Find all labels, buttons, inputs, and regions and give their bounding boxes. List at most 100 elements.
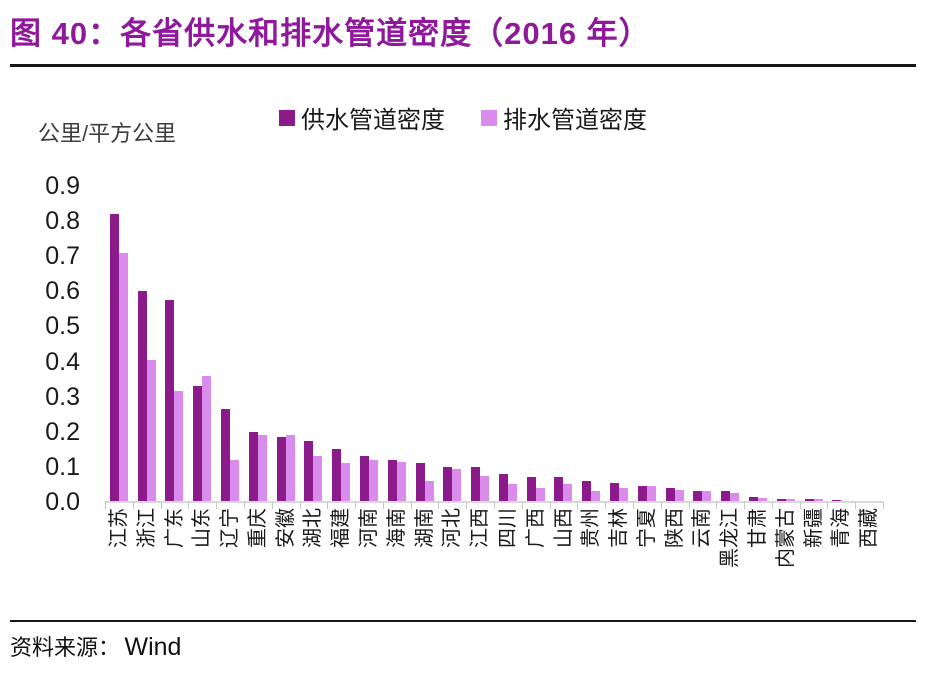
bar-河南	[359, 456, 369, 502]
bar-江苏	[118, 252, 128, 502]
bar-山东	[193, 386, 203, 502]
x-axis-label-海南: 海南	[385, 508, 408, 548]
x-tick-mark	[299, 502, 301, 509]
chart-legend: 供水管道密度 排水管道密度	[0, 100, 926, 135]
x-tick-mark	[660, 502, 662, 509]
x-tick-mark	[771, 502, 773, 509]
bar-河南	[368, 459, 378, 502]
y-tick-label: 0.5	[45, 312, 80, 341]
y-tick-label: 0.9	[45, 172, 80, 200]
y-axis-unit-label: 公里/平方公里	[38, 121, 177, 146]
x-tick-mark	[410, 502, 412, 509]
x-axis-label-内蒙古: 内蒙古	[774, 508, 797, 568]
x-axis-label-湖南: 湖南	[413, 508, 436, 548]
bar-江西	[480, 475, 490, 502]
legend-item: 供水管道密度	[279, 100, 445, 135]
bar-四川	[498, 473, 508, 502]
y-tick-label: 0.3	[45, 382, 80, 411]
bar-广东	[174, 391, 184, 502]
x-axis-label-黑龙江: 黑龙江	[719, 508, 742, 568]
x-axis-label-新疆: 新疆	[802, 508, 825, 548]
x-axis-label-广东: 广东	[163, 508, 186, 548]
x-axis-label-山东: 山东	[191, 508, 214, 548]
x-tick-mark	[466, 502, 468, 509]
x-axis-label-贵州: 贵州	[580, 508, 603, 548]
y-tick-label: 0.7	[45, 242, 80, 271]
bar-浙江	[146, 359, 156, 502]
y-tick-label: 0.6	[45, 277, 80, 306]
bar-黑龙江	[730, 493, 740, 502]
bar-新疆	[813, 499, 823, 502]
x-tick-mark	[243, 502, 245, 509]
bar-新疆	[804, 498, 814, 502]
x-tick-mark	[855, 502, 857, 509]
y-tick-label: 0.1	[45, 452, 80, 481]
bar-贵州	[582, 480, 592, 502]
x-tick-mark	[549, 502, 551, 509]
x-axis-label-浙江: 浙江	[135, 508, 158, 548]
footer-divider	[10, 620, 916, 622]
x-tick-mark	[188, 502, 190, 509]
bar-山西	[563, 484, 573, 502]
bar-河北	[443, 466, 453, 502]
plot-area	[105, 186, 883, 502]
title-divider	[10, 64, 916, 67]
x-axis-label-吉林: 吉林	[608, 508, 630, 548]
x-axis-label-宁夏: 宁夏	[635, 508, 658, 548]
x-tick-mark	[355, 502, 357, 509]
y-tick-label: 0.0	[45, 488, 80, 516]
bar-黑龙江	[721, 491, 731, 502]
x-axis-label-安徽: 安徽	[274, 508, 297, 548]
bar-海南	[387, 459, 397, 502]
x-tick-mark	[716, 502, 718, 509]
bar-宁夏	[646, 486, 656, 502]
bar-吉林	[610, 482, 620, 502]
bar-贵州	[591, 491, 601, 502]
bar-湖北	[304, 440, 314, 502]
bar-湖南	[424, 480, 434, 502]
bar-辽宁	[230, 459, 240, 502]
legend-label: 排水管道密度	[503, 107, 647, 134]
source-label: 资料来源：	[10, 635, 121, 660]
x-axis-label-四川: 四川	[496, 508, 519, 548]
bar-内蒙古	[776, 498, 786, 502]
bar-河北	[452, 468, 462, 502]
bar-福建	[341, 463, 351, 502]
x-tick-mark	[132, 502, 134, 509]
y-tick-label: 0.2	[45, 417, 80, 446]
x-tick-mark	[632, 502, 634, 509]
figure-title: 图 40：各省供水和排水管道密度（2016 年）	[10, 16, 651, 51]
x-axis-label-青海: 青海	[830, 508, 853, 548]
x-axis-label-重庆: 重庆	[246, 508, 269, 548]
x-tick-mark	[521, 502, 523, 509]
source-line: 资料来源： Wind	[10, 630, 181, 662]
source-value: Wind	[124, 633, 182, 661]
bar-江苏	[109, 214, 119, 502]
bar-云南	[693, 491, 703, 502]
bar-广西	[526, 477, 536, 502]
bar-四川	[507, 484, 517, 502]
bar-重庆	[248, 431, 258, 502]
bar-广东	[165, 300, 175, 502]
bar-陕西	[674, 489, 684, 502]
legend-swatch-icon	[481, 109, 497, 126]
x-tick-mark	[799, 502, 801, 509]
y-tick-label: 0.4	[45, 347, 80, 376]
bar-宁夏	[637, 486, 647, 502]
x-tick-mark	[160, 502, 162, 509]
bar-辽宁	[221, 408, 231, 502]
bar-福建	[332, 449, 342, 502]
x-tick-mark	[883, 502, 884, 509]
x-tick-mark	[438, 502, 440, 509]
bar-内蒙古	[785, 498, 795, 502]
x-tick-mark	[327, 502, 329, 509]
bar-安徽	[276, 437, 286, 502]
bar-湖南	[415, 463, 425, 502]
x-axis-label-河南: 河南	[358, 508, 380, 548]
legend-label: 供水管道密度	[301, 107, 445, 134]
x-axis-label-甘肃: 甘肃	[747, 508, 769, 548]
bar-湖北	[313, 456, 323, 502]
x-axis-label-江苏: 江苏	[107, 508, 130, 548]
x-axis-label-西藏: 西藏	[858, 508, 881, 548]
